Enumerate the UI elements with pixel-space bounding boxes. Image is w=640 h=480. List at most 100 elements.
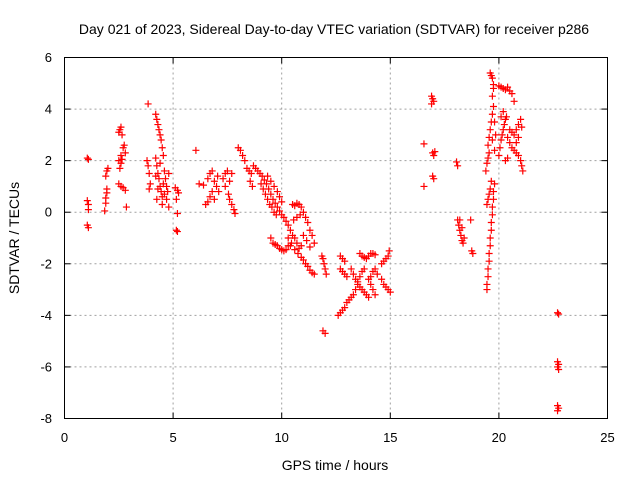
data-point <box>555 366 563 374</box>
chart-title: Day 021 of 2023, Sidereal Day-to-day VTE… <box>79 21 589 37</box>
data-point <box>488 92 496 100</box>
data-point <box>484 273 492 281</box>
data-point <box>484 141 492 149</box>
data-point <box>84 155 92 163</box>
data-point <box>264 172 272 180</box>
y-tick-label: 2 <box>45 153 52 168</box>
data-point <box>157 136 165 144</box>
data-point <box>286 242 294 250</box>
data-point <box>378 275 386 283</box>
data-point <box>152 110 160 118</box>
data-point <box>484 195 492 203</box>
data-point <box>458 224 466 232</box>
data-point <box>514 133 522 141</box>
data-point <box>276 193 284 201</box>
data-point <box>239 151 247 159</box>
data-point <box>228 170 236 178</box>
data-point <box>84 206 92 214</box>
data-point <box>117 159 125 167</box>
data-point <box>228 200 236 208</box>
data-point <box>486 185 494 193</box>
data-point <box>173 210 181 218</box>
x-axis-label: GPS time / hours <box>282 457 389 473</box>
data-point <box>282 246 290 254</box>
data-point <box>248 182 256 190</box>
data-point <box>195 180 203 188</box>
data-point <box>175 189 183 197</box>
data-point <box>101 207 109 215</box>
data-point <box>302 213 310 221</box>
x-tick-label: 25 <box>600 430 614 445</box>
data-point <box>320 260 328 268</box>
data-point <box>488 110 496 118</box>
x-tick-label: 5 <box>169 430 176 445</box>
data-point <box>172 226 180 234</box>
data-point <box>83 154 91 162</box>
data-point <box>504 154 512 162</box>
data-point <box>120 141 128 149</box>
data-point <box>485 149 493 157</box>
data-point <box>163 195 171 203</box>
grid-lines <box>64 57 608 419</box>
data-point <box>487 219 495 227</box>
data-point <box>210 177 218 185</box>
data-point <box>469 249 477 257</box>
data-point <box>430 151 438 159</box>
data-point <box>117 123 125 131</box>
data-point <box>270 182 278 190</box>
data-point <box>498 131 506 139</box>
data-point <box>518 162 526 170</box>
data-point <box>453 158 461 166</box>
data-point <box>159 180 167 188</box>
data-point <box>284 234 292 242</box>
data-point <box>555 310 563 318</box>
data-point <box>356 273 364 281</box>
data-point <box>117 151 125 159</box>
data-point <box>341 304 349 312</box>
data-point <box>284 221 292 229</box>
data-point <box>491 146 499 154</box>
data-point <box>154 121 162 129</box>
y-tick-label: -2 <box>40 256 52 271</box>
data-point <box>512 139 520 147</box>
data-point <box>192 146 200 154</box>
data-point <box>518 123 526 131</box>
data-point <box>156 131 164 139</box>
data-point <box>153 195 161 203</box>
data-point <box>155 126 163 134</box>
data-point <box>506 139 514 147</box>
data-point <box>420 182 428 190</box>
data-point <box>122 203 130 211</box>
y-tick-label: -6 <box>40 359 52 374</box>
data-point <box>103 185 111 193</box>
data-point <box>431 148 439 156</box>
data-point <box>226 177 234 185</box>
data-point <box>208 167 216 175</box>
data-point <box>371 291 379 299</box>
data-point <box>161 175 169 183</box>
data-point <box>321 265 329 273</box>
data-point <box>517 115 525 123</box>
data-point <box>504 83 512 91</box>
data-point <box>500 121 508 129</box>
data-point <box>510 97 518 105</box>
data-point <box>496 144 504 152</box>
data-point <box>460 234 468 242</box>
data-point <box>303 237 311 245</box>
data-point <box>158 144 166 152</box>
data-point <box>487 177 495 185</box>
data-point <box>347 265 355 273</box>
data-point <box>156 159 164 167</box>
data-point <box>299 256 307 264</box>
data-point <box>145 185 153 193</box>
data-point <box>297 203 305 211</box>
data-point <box>483 280 491 288</box>
data-point <box>488 203 496 211</box>
data-point <box>341 257 349 265</box>
axis-ticks <box>64 57 608 419</box>
data-point <box>154 185 162 193</box>
x-tick-labels: 0 5 10 15 20 25 <box>61 430 615 445</box>
data-point <box>221 182 229 190</box>
data-point <box>102 172 110 180</box>
data-point <box>495 151 503 159</box>
